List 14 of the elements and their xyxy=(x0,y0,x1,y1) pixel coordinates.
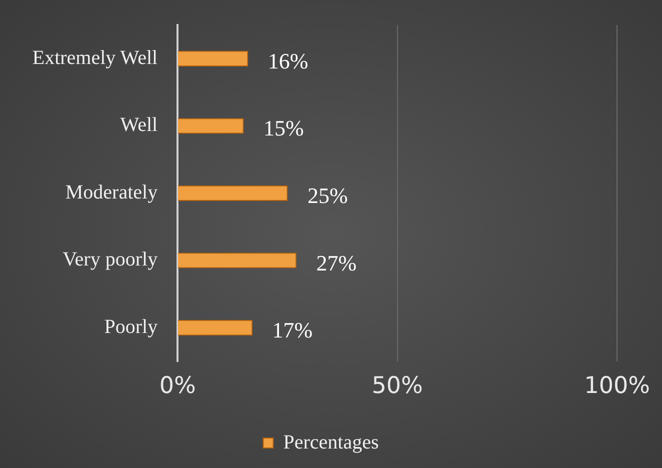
text: 25% xyxy=(307,182,348,208)
y-tick-label: Poorly xyxy=(104,316,158,338)
text: 15% xyxy=(264,116,304,141)
x-tick-label: 50% xyxy=(372,373,423,400)
y-tick-label: Moderately xyxy=(65,181,158,204)
y-tick-label: Very poorly xyxy=(62,248,158,271)
legend-label: Percentages xyxy=(283,431,379,454)
y-tick-label: Well xyxy=(120,114,158,136)
text: 17% xyxy=(272,318,313,343)
y-tick-label: Extremely Well xyxy=(32,46,158,69)
x-tick-label: 0% xyxy=(159,373,196,400)
x-tick-label: 100% xyxy=(584,373,650,400)
text: 16% xyxy=(268,48,308,74)
text: 27% xyxy=(316,250,357,276)
